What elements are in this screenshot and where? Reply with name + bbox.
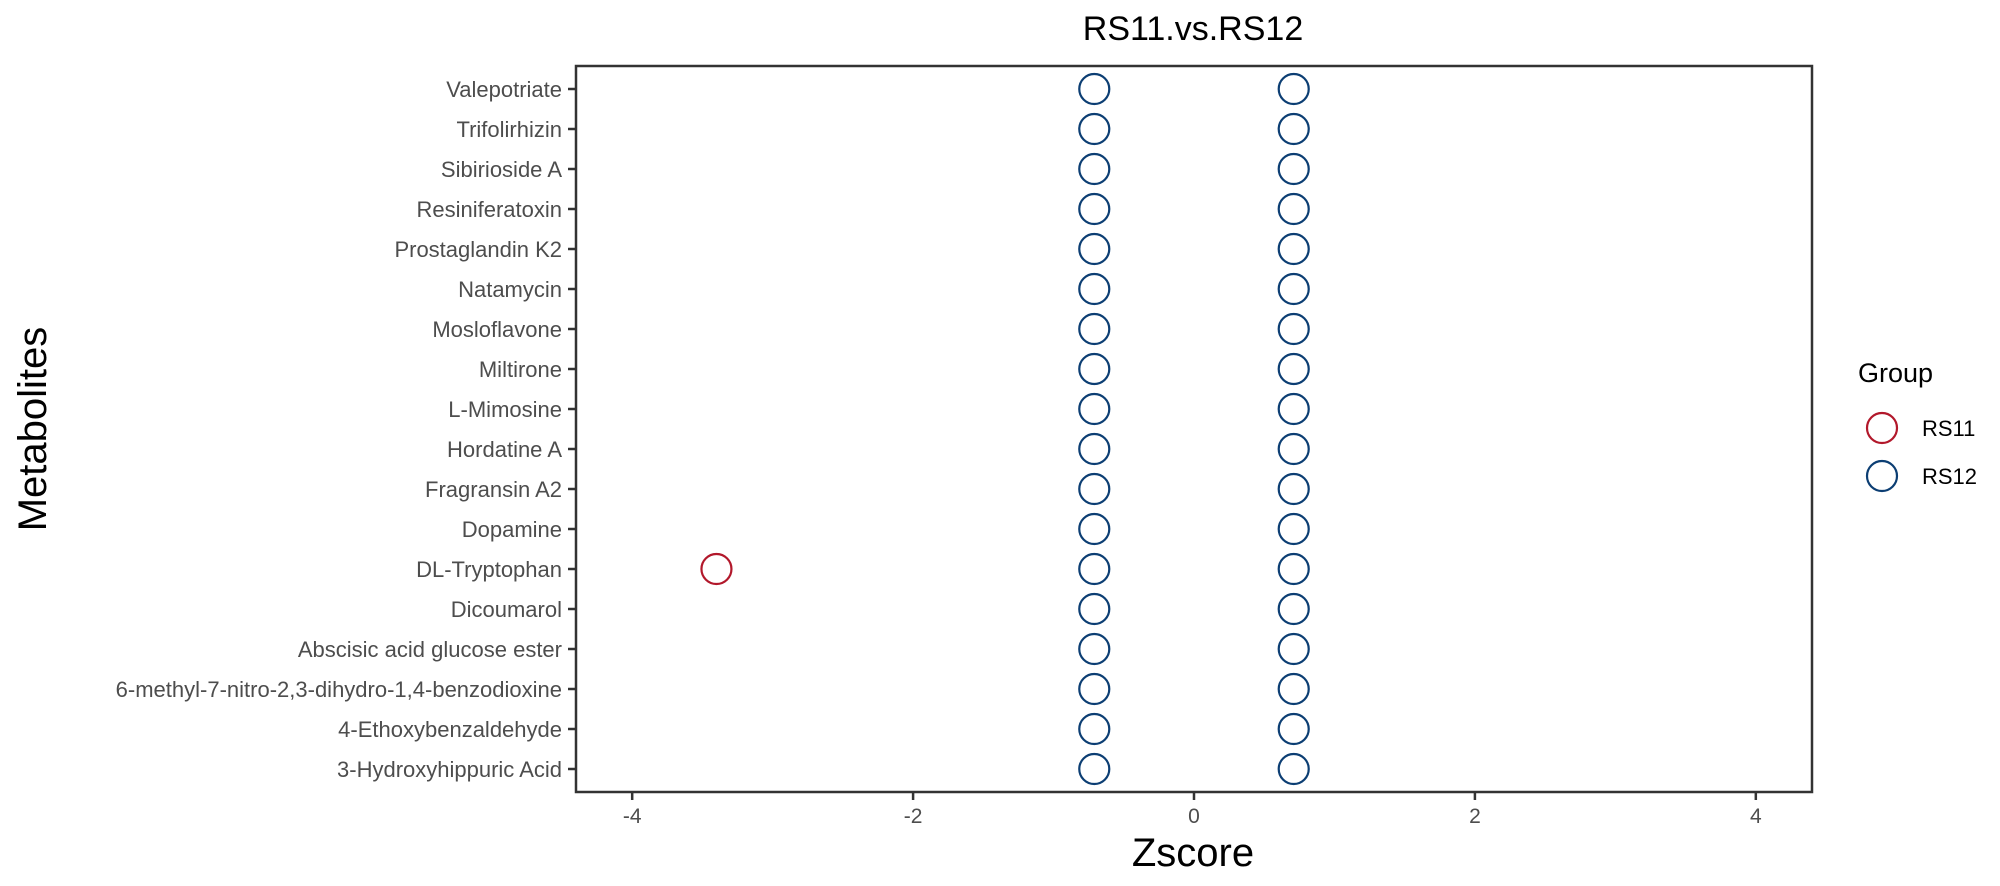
data-point-rs12	[1277, 712, 1310, 746]
data-point-rs12	[1078, 752, 1111, 786]
x-tick-label: 0	[1188, 805, 1200, 828]
data-point-rs12	[1277, 152, 1310, 186]
data-point-rs12	[1078, 312, 1111, 346]
data-point-rs12	[1078, 232, 1111, 266]
data-point-rs12	[1078, 352, 1111, 386]
x-tick-label: -2	[904, 805, 923, 828]
data-point-rs12	[1277, 272, 1310, 306]
data-point-rs12	[1277, 512, 1310, 546]
y-tick-label: Fragransin A2	[425, 477, 562, 502]
y-tick-label: 4-Ethoxybenzaldehyde	[338, 717, 562, 742]
y-tick-label: Prostaglandin K2	[394, 237, 562, 262]
legend-key-rs11	[1865, 411, 1899, 445]
legend: Group RS11 RS12	[1858, 358, 1977, 493]
data-points	[700, 72, 1310, 786]
x-tick-label: -4	[623, 805, 642, 828]
y-tick-label: Dicoumarol	[451, 597, 562, 622]
data-point-rs12	[1277, 312, 1310, 346]
x-tick-label: 4	[1750, 805, 1762, 828]
y-tick-label: Resiniferatoxin	[416, 197, 562, 222]
legend-title: Group	[1858, 358, 1933, 388]
data-point-rs12	[1277, 752, 1310, 786]
y-tick-label: Valepotriate	[446, 77, 562, 102]
chart-title: RS11.vs.RS12	[1083, 10, 1303, 48]
x-tick-label: 2	[1469, 805, 1481, 828]
data-point-rs12	[1078, 472, 1111, 506]
legend-label: RS11	[1922, 416, 1975, 441]
y-tick-label: 3-Hydroxyhippuric Acid	[337, 757, 562, 782]
y-tick-label: Natamycin	[458, 277, 562, 302]
y-axis: 3-Hydroxyhippuric Acid 4-Ethoxybenzaldehy…	[116, 77, 576, 782]
y-tick-label: Dopamine	[462, 517, 562, 542]
data-point-rs12	[1078, 712, 1111, 746]
data-point-rs12	[1277, 472, 1310, 506]
y-tick-label: Miltirone	[479, 357, 562, 382]
data-point-rs12	[1277, 72, 1310, 106]
data-point-rs12	[1078, 112, 1111, 146]
data-point-rs12	[1277, 432, 1310, 466]
y-tick-label: Trifolirhizin	[456, 117, 562, 142]
y-tick-label: Hordatine A	[447, 437, 562, 462]
data-point-rs12	[1277, 552, 1310, 586]
data-point-rs12	[1277, 192, 1310, 226]
plot-panel	[574, 64, 1814, 794]
data-point-rs12	[1277, 392, 1310, 426]
legend-label: RS12	[1922, 464, 1977, 489]
legend-key-rs12	[1865, 459, 1899, 493]
data-point-rs12	[1277, 232, 1310, 266]
y-tick-label: Sibirioside A	[441, 157, 562, 182]
data-point-rs12	[1078, 592, 1111, 626]
y-tick-label: Abscisic acid glucose ester	[298, 637, 562, 662]
data-point-rs11	[700, 552, 733, 586]
y-tick-label: 6-methyl-7-nitro-2,3-dihydro-1,4-benzodi…	[116, 677, 562, 702]
data-point-rs12	[1078, 152, 1111, 186]
data-point-rs12	[1078, 392, 1111, 426]
data-point-rs12	[1277, 112, 1310, 146]
data-point-rs12	[1078, 192, 1111, 226]
data-point-rs12	[1078, 552, 1111, 586]
x-axis: -4 -2 0 2 4	[623, 792, 1762, 828]
data-point-rs12	[1277, 352, 1310, 386]
y-tick-label: DL-Tryptophan	[416, 557, 562, 582]
data-point-rs12	[1078, 672, 1111, 706]
y-tick-label: Mosloflavone	[432, 317, 562, 342]
data-point-rs12	[1078, 512, 1111, 546]
y-axis-title: Metabolites	[11, 327, 55, 532]
data-point-rs12	[1078, 72, 1111, 106]
data-point-rs12	[1078, 632, 1111, 666]
x-axis-title: Zscore	[1132, 831, 1254, 875]
data-point-rs12	[1277, 592, 1310, 626]
data-point-rs12	[1078, 432, 1111, 466]
y-tick-label: L-Mimosine	[448, 397, 562, 422]
data-point-rs12	[1078, 272, 1111, 306]
data-point-rs12	[1277, 672, 1310, 706]
data-point-rs12	[1277, 632, 1310, 666]
